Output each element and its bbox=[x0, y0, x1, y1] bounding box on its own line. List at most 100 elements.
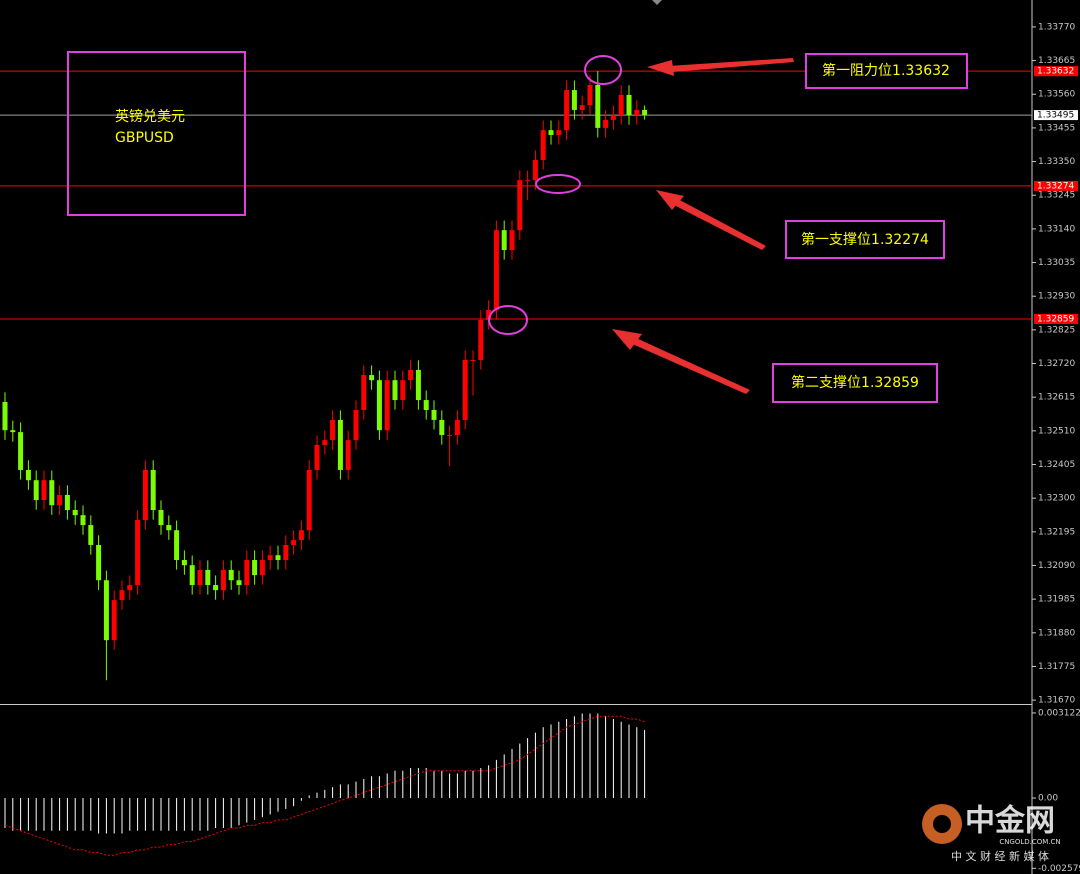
y-tick-label: 1.31670 bbox=[1038, 696, 1075, 706]
title-box bbox=[67, 51, 246, 216]
candle-body bbox=[392, 380, 398, 401]
arrow bbox=[668, 58, 794, 72]
y-tick-label: 1.32510 bbox=[1038, 426, 1075, 436]
y-tick-label: 1.31775 bbox=[1038, 662, 1075, 672]
candle-body bbox=[41, 480, 47, 501]
candle-body bbox=[447, 435, 453, 437]
y-tick-label: 1.32720 bbox=[1038, 359, 1075, 369]
annotation: 第二支撑位1.32859 bbox=[791, 374, 919, 391]
candle-body bbox=[174, 530, 180, 561]
candle-body bbox=[64, 494, 70, 511]
candle-body bbox=[33, 480, 39, 501]
candle-body bbox=[150, 469, 156, 511]
candle-body bbox=[306, 469, 312, 531]
y-tick-label: 0.00 bbox=[1038, 794, 1058, 804]
symbol: GBPUSD bbox=[115, 130, 174, 146]
candle-body bbox=[470, 359, 476, 361]
candle-body bbox=[142, 469, 148, 520]
watermark: 中金网 CNGOLD.COM.CN 中 文 财 经 新 媒 体 bbox=[922, 804, 1061, 863]
y-tick-label: 1.33245 bbox=[1038, 191, 1075, 201]
slogan: 中 文 财 经 新 媒 体 bbox=[951, 849, 1049, 863]
macd-panel: 0.003122 0.00 -0.002579 bbox=[4, 708, 1080, 874]
annotation: 第一阻力位1.33632 bbox=[822, 62, 950, 79]
level-label: 1.33632 bbox=[1037, 67, 1074, 77]
candle-body bbox=[298, 530, 304, 541]
candle-body bbox=[626, 94, 632, 116]
candle-body bbox=[603, 119, 609, 128]
candle-body bbox=[158, 510, 164, 526]
y-tick-label: 1.33665 bbox=[1038, 56, 1075, 66]
y-tick-label: 1.33770 bbox=[1038, 22, 1075, 32]
candle-body bbox=[431, 410, 437, 420]
candle-body bbox=[493, 230, 499, 310]
y-tick-label: -0.002579 bbox=[1038, 864, 1080, 874]
candle-body bbox=[540, 130, 546, 160]
candle-body bbox=[244, 560, 250, 586]
candle-body bbox=[525, 180, 531, 182]
candle-body bbox=[189, 565, 195, 586]
candle-body bbox=[275, 555, 281, 561]
candle-body bbox=[595, 84, 601, 128]
candle-body bbox=[548, 130, 554, 135]
candle-body bbox=[49, 480, 55, 506]
y-tick-label: 1.33035 bbox=[1038, 258, 1075, 268]
candle-body bbox=[2, 401, 8, 431]
candle-body bbox=[322, 440, 328, 445]
y-tick-label: 1.32825 bbox=[1038, 325, 1075, 335]
candle-body bbox=[439, 419, 445, 436]
candle-body bbox=[509, 230, 515, 251]
candle-body bbox=[181, 560, 187, 566]
candle-body bbox=[587, 84, 593, 106]
candle-body bbox=[579, 105, 585, 110]
arrow bbox=[630, 337, 750, 394]
candle-body bbox=[486, 309, 492, 320]
candle-body bbox=[291, 540, 297, 545]
candle-body bbox=[314, 444, 320, 470]
candle-body bbox=[259, 560, 265, 576]
candle-body bbox=[72, 510, 78, 516]
y-tick-label: 1.32405 bbox=[1038, 460, 1075, 470]
highlight-circle bbox=[535, 174, 581, 194]
candle-body bbox=[353, 410, 359, 441]
candle-body bbox=[10, 430, 16, 433]
candle-body bbox=[213, 585, 219, 591]
candle-body bbox=[228, 569, 234, 581]
candle-body bbox=[252, 560, 258, 576]
candle-body bbox=[556, 130, 562, 135]
level-label: 1.33274 bbox=[1037, 181, 1074, 191]
logo-inner bbox=[933, 815, 951, 833]
level-label-box bbox=[1034, 313, 1078, 324]
candle-body bbox=[415, 369, 421, 401]
candle-body bbox=[384, 380, 390, 431]
arrow-head bbox=[612, 329, 642, 350]
candle-body bbox=[337, 419, 343, 470]
candle-body bbox=[376, 380, 382, 431]
main-panel: 1.33770 1.33665 1.33560 1.33455 1.33350 1.332… bbox=[0, 22, 1078, 706]
candle-body bbox=[135, 519, 141, 586]
candle-body bbox=[564, 90, 570, 131]
annotation-box bbox=[805, 53, 968, 89]
y-tick-label: 1.33560 bbox=[1038, 90, 1075, 100]
candle-body bbox=[166, 525, 172, 531]
y-tick-label: 1.32300 bbox=[1038, 494, 1075, 504]
y-tick-label: 1.31880 bbox=[1038, 628, 1075, 638]
candle-body bbox=[57, 494, 63, 506]
candle-body bbox=[267, 555, 273, 561]
candle-body bbox=[345, 440, 351, 470]
candle-body bbox=[103, 580, 109, 641]
candle-body bbox=[462, 359, 468, 420]
candle-body bbox=[197, 569, 203, 586]
highlight-circle bbox=[584, 55, 622, 85]
chart-title: 英镑兑美元 bbox=[115, 108, 185, 125]
y-tick-label: 1.33140 bbox=[1038, 224, 1075, 234]
candle-body bbox=[96, 544, 102, 581]
arrow bbox=[672, 198, 766, 250]
candle-body bbox=[610, 115, 616, 120]
candle-body bbox=[88, 525, 94, 545]
candle-body bbox=[517, 180, 523, 231]
candle-body bbox=[618, 94, 624, 116]
candle-body bbox=[642, 109, 648, 116]
candle-body bbox=[25, 469, 31, 481]
signal-line bbox=[4, 715, 645, 856]
